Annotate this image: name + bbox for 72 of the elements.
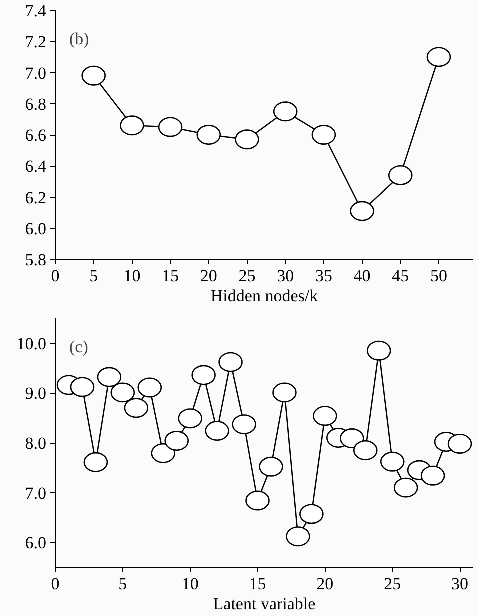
- point: [192, 365, 216, 386]
- point: [84, 452, 108, 472]
- y-tick-label: 7.2: [25, 32, 46, 52]
- point: [82, 66, 106, 86]
- x-tick-label: 10: [182, 574, 199, 594]
- point: [151, 443, 176, 464]
- x-tick-label: 20: [316, 574, 334, 594]
- annotation: (c): [70, 338, 88, 356]
- point: [70, 377, 95, 398]
- y-tick-label: 6.0: [25, 534, 46, 553]
- point: [380, 452, 405, 472]
- x-tick-label: 15: [162, 266, 180, 286]
- x-tick-label: 45: [392, 266, 410, 286]
- point: [164, 431, 189, 451]
- x-tick-label: 0: [51, 574, 60, 594]
- point: [232, 414, 256, 435]
- x-axis-title: Latent variable: [213, 594, 316, 614]
- x-tick-label: 50: [430, 266, 448, 286]
- point: [120, 116, 144, 136]
- point: [259, 456, 284, 477]
- point: [286, 526, 310, 547]
- x-axis-title: Hidden nodes/k: [210, 286, 319, 306]
- point: [394, 478, 418, 498]
- x-tick-label: 0: [51, 266, 60, 286]
- point: [246, 490, 270, 511]
- point: [218, 352, 243, 372]
- point: [158, 117, 183, 138]
- point: [420, 466, 446, 486]
- point: [272, 382, 297, 403]
- y-tick-label: 10.0: [16, 334, 46, 354]
- point: [353, 440, 378, 460]
- point: [196, 125, 222, 145]
- y-tick-label: 5.8: [25, 250, 46, 270]
- point: [300, 504, 324, 524]
- point: [273, 102, 298, 122]
- x-tick-label: 5: [90, 266, 98, 286]
- y-tick-label: 6.8: [25, 94, 46, 114]
- point: [235, 130, 260, 150]
- y-tick-label: 7.4: [25, 2, 47, 20]
- point: [178, 408, 202, 429]
- y-tick-label: 6.4: [25, 157, 47, 176]
- y-tick-label: 6.6: [25, 126, 46, 145]
- x-tick-label: 25: [384, 574, 402, 594]
- point: [124, 398, 149, 418]
- y-tick-label: 7.0: [25, 484, 46, 503]
- x-tick-label: 30: [277, 266, 294, 286]
- point: [138, 378, 162, 398]
- point: [448, 434, 472, 454]
- point: [97, 367, 122, 388]
- point: [340, 428, 364, 448]
- x-tick-label: 5: [118, 574, 128, 594]
- point: [313, 406, 338, 426]
- point: [366, 340, 392, 361]
- point: [388, 165, 413, 186]
- annotation: (b): [70, 30, 90, 48]
- y-tick-label: 7.0: [25, 64, 46, 83]
- x-tick-label: 10: [124, 266, 141, 286]
- y-tick-label: 8.0: [25, 434, 46, 453]
- point: [426, 47, 452, 68]
- point: [205, 421, 230, 442]
- point: [350, 201, 374, 222]
- y-tick-label: 9.0: [25, 384, 46, 404]
- x-tick-label: 15: [249, 574, 266, 594]
- x-tick-label: 35: [315, 266, 332, 286]
- x-tick-label: 20: [200, 266, 218, 286]
- x-tick-label: 30: [452, 574, 469, 594]
- x-tick-label: 25: [238, 266, 256, 286]
- point: [110, 382, 136, 403]
- point: [312, 125, 336, 145]
- y-tick-label: 6.0: [25, 219, 46, 238]
- x-tick-label: 40: [354, 266, 371, 286]
- y-tick-label: 6.2: [25, 188, 46, 208]
